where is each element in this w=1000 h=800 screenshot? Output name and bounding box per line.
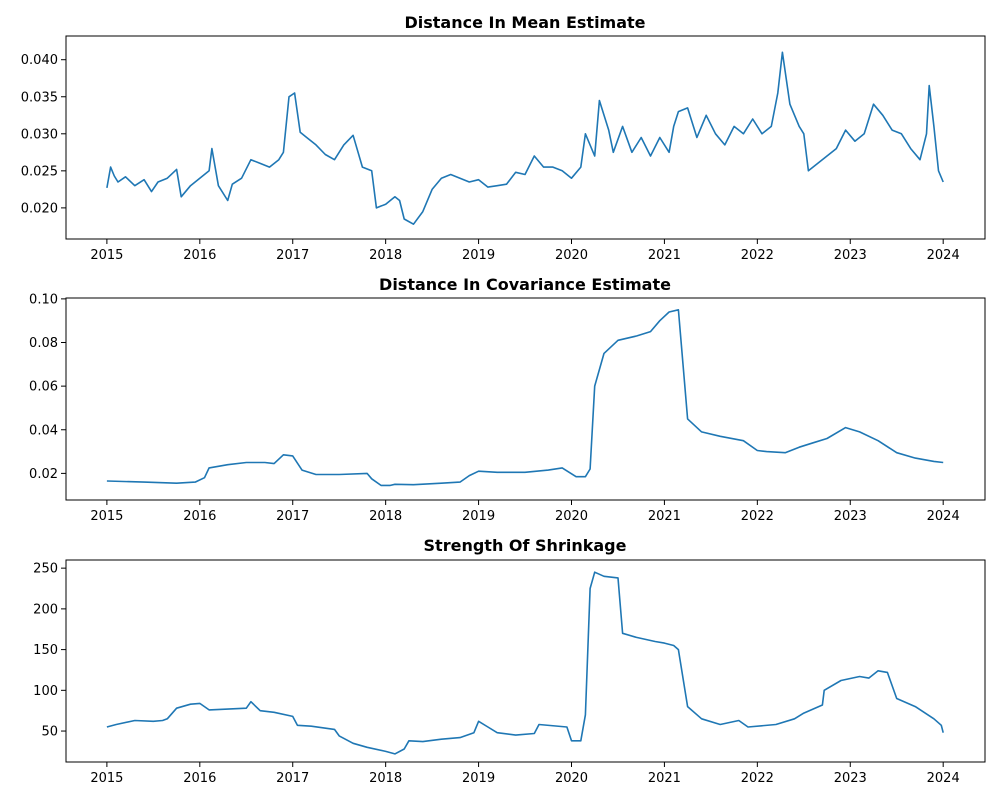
x-tick-label: 2018 xyxy=(369,771,402,786)
subplot-covariance-distance: Distance In Covariance Estimate 2015 2016… xyxy=(29,275,986,524)
chart-title: Distance In Mean Estimate xyxy=(404,13,645,32)
x-tick-label: 2019 xyxy=(462,509,495,524)
y-tick-label: 0.025 xyxy=(21,164,58,179)
x-tick-label: 2022 xyxy=(741,771,774,786)
x-tick-label: 2021 xyxy=(648,248,681,263)
x-tick-label: 2020 xyxy=(555,509,588,524)
x-tick-label: 2017 xyxy=(276,509,309,524)
chart-title: Strength Of Shrinkage xyxy=(424,536,627,555)
chart-title: Distance In Covariance Estimate xyxy=(379,275,671,294)
x-tick-label: 2024 xyxy=(927,509,960,524)
x-tick-label: 2020 xyxy=(555,771,588,786)
x-tick-label: 2015 xyxy=(90,509,123,524)
y-tick-label: 0.08 xyxy=(29,336,58,351)
y-tick-label: 0.020 xyxy=(21,201,58,216)
x-tick-label: 2023 xyxy=(834,248,867,263)
axes-frame xyxy=(65,35,986,240)
y-tick-label: 0.030 xyxy=(21,127,58,142)
subplot-shrinkage-strength: Strength Of Shrinkage 2015 2016 2017 2018 20… xyxy=(33,536,986,786)
y-tick-label: 200 xyxy=(33,602,58,617)
x-tick-label: 2018 xyxy=(369,248,402,263)
x-tick-label: 2017 xyxy=(276,248,309,263)
axes-frame xyxy=(65,559,986,763)
y-tick-label: 150 xyxy=(33,643,58,658)
x-tick-label: 2021 xyxy=(648,509,681,524)
x-tick-label: 2021 xyxy=(648,771,681,786)
x-tick-label: 2020 xyxy=(555,248,588,263)
axes-frame xyxy=(65,297,986,501)
x-tick-label: 2017 xyxy=(276,771,309,786)
y-tick-label: 0.02 xyxy=(29,467,58,482)
x-tick-label: 2015 xyxy=(90,248,123,263)
y-tick-label: 0.06 xyxy=(29,380,58,395)
x-tick-label: 2022 xyxy=(741,509,774,524)
x-tick-label: 2023 xyxy=(834,509,867,524)
x-tick-label: 2015 xyxy=(90,771,123,786)
y-tick-label: 0.04 xyxy=(29,423,58,438)
y-tick-label: 250 xyxy=(33,562,58,577)
x-tick-label: 2016 xyxy=(183,771,216,786)
plot-area: 2015 2016 2017 2018 2019 2020 2021 2022 2023 2024… xyxy=(29,292,986,524)
x-tick-label: 2023 xyxy=(834,771,867,786)
x-tick-label: 2019 xyxy=(462,771,495,786)
series-line xyxy=(106,571,944,755)
x-tick-label: 2018 xyxy=(369,509,402,524)
plot-area: 2015 2016 2017 2018 2019 2020 2021 2022 2023 2024… xyxy=(33,559,986,786)
x-tick-label: 2019 xyxy=(462,248,495,263)
y-tick-label: 50 xyxy=(41,725,58,740)
subplot-mean-distance: Distance In Mean Estimate 2015 2016 2017 20… xyxy=(21,13,986,263)
series-line xyxy=(106,51,944,225)
x-tick-label: 2016 xyxy=(183,509,216,524)
series-line xyxy=(106,308,944,487)
x-tick-label: 2022 xyxy=(741,248,774,263)
y-tick-label: 0.10 xyxy=(29,292,58,307)
y-tick-label: 100 xyxy=(33,684,58,699)
y-tick-label: 0.040 xyxy=(21,53,58,68)
plot-area: 2015 2016 2017 2018 2019 2020 2021 2022 2023 2024… xyxy=(21,35,986,263)
x-tick-label: 2024 xyxy=(927,771,960,786)
x-tick-label: 2024 xyxy=(927,248,960,263)
x-tick-label: 2016 xyxy=(183,248,216,263)
y-tick-label: 0.035 xyxy=(21,90,58,105)
